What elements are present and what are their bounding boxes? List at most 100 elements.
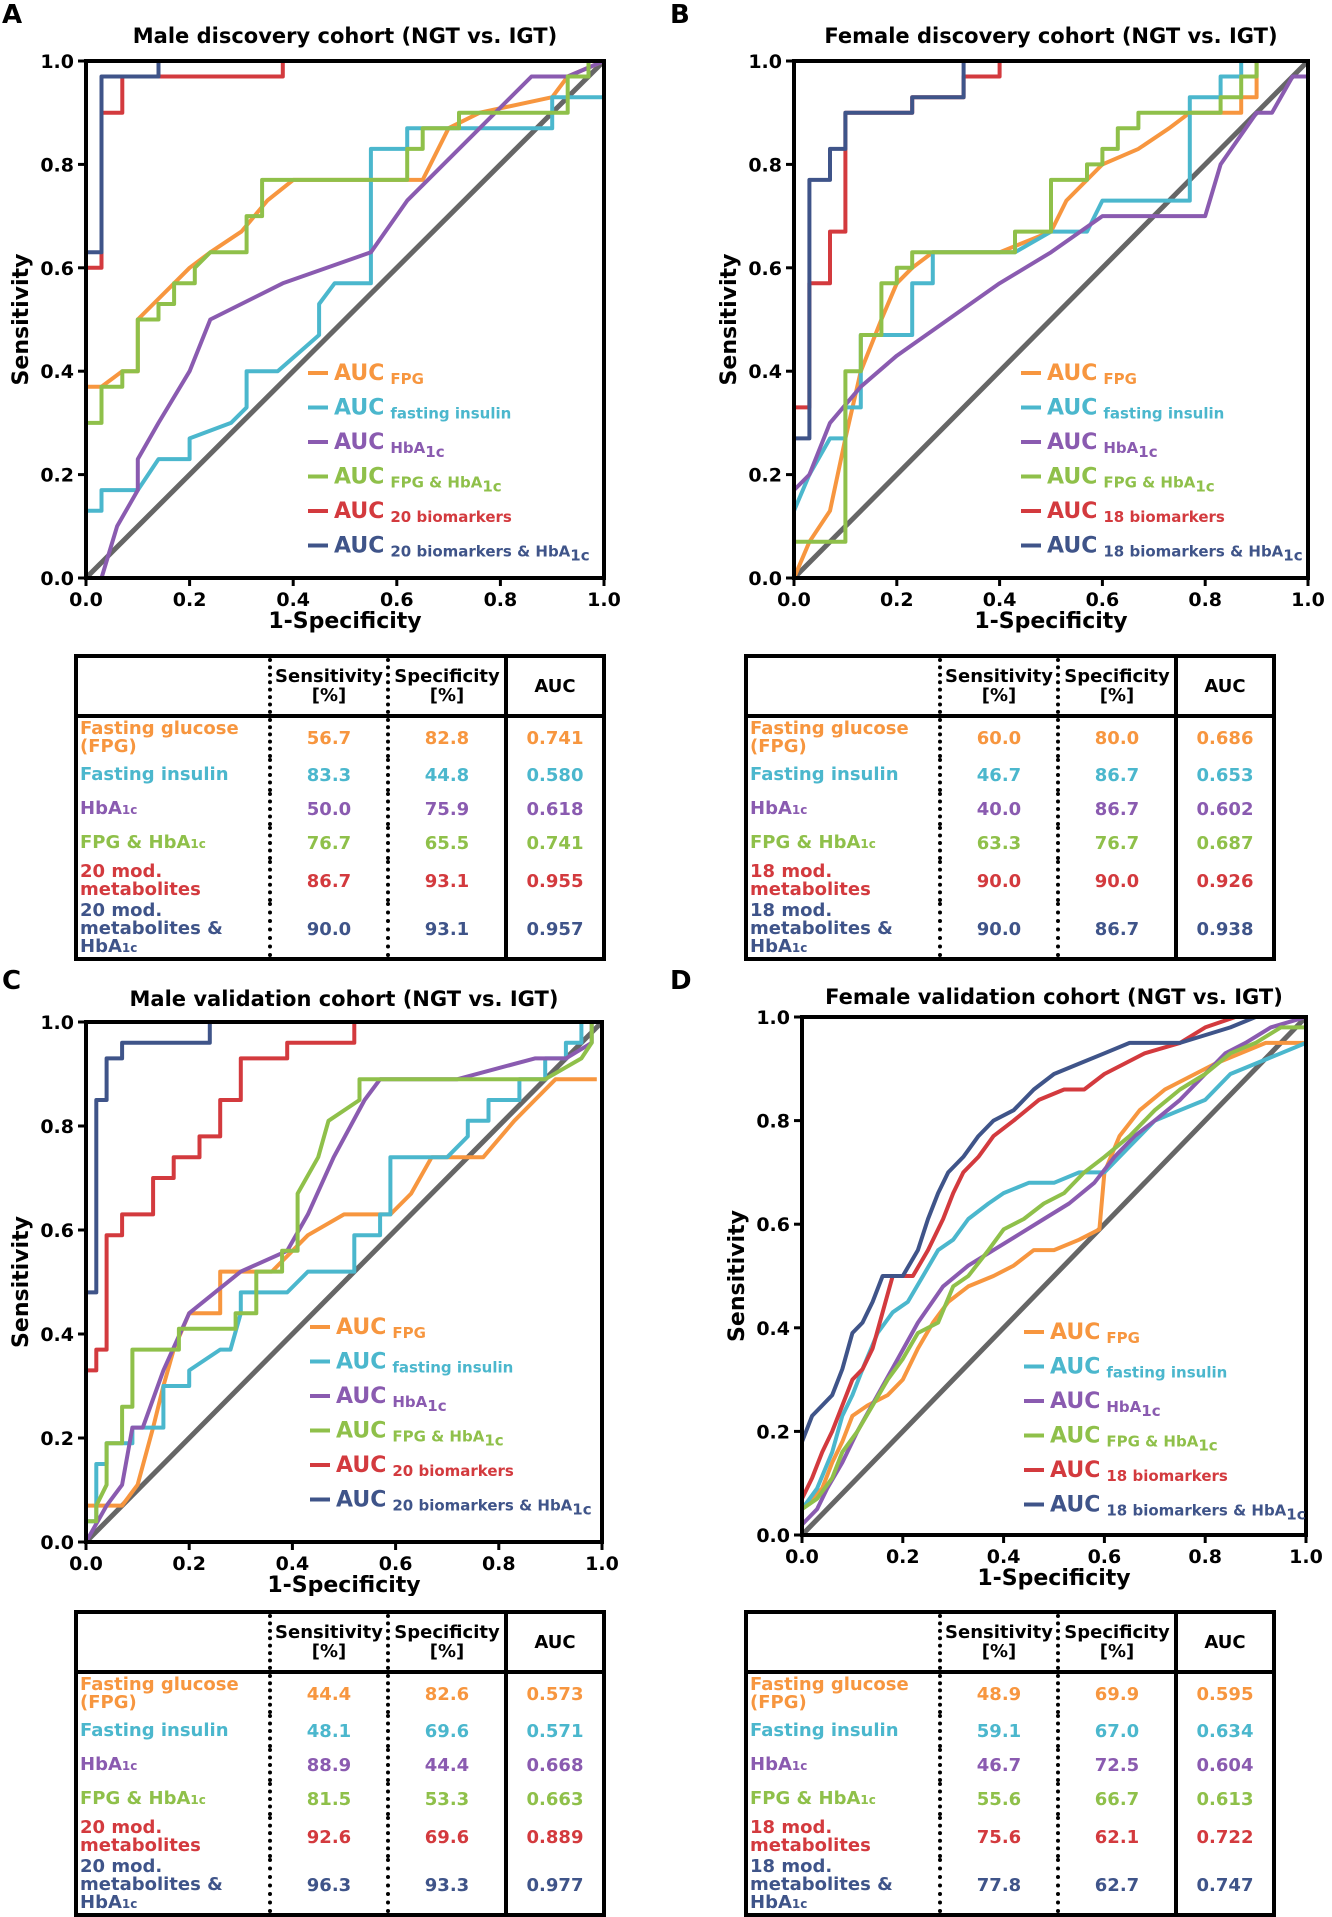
cell-spec: 72.5 — [1056, 1748, 1176, 1782]
row-label: 18 mod. metabolites & HbA1c — [750, 900, 893, 957]
cell-auc: 0.613 — [1174, 1782, 1274, 1816]
cell-sens: 77.8 — [938, 1858, 1058, 1915]
x-axis-label: 1-Specificity — [977, 1566, 1130, 1591]
table-header-cell: Sensitivity [%] — [268, 656, 388, 718]
y-tick-label: 1.0 — [40, 51, 74, 73]
legend-entry: AUC FPG — [336, 1315, 426, 1342]
cell-spec: 90.0 — [1056, 860, 1176, 902]
table-row: 18 mod. metabolites & HbA1c 77.8 62.7 0.747 — [746, 1858, 1274, 1915]
table-row: FPG & HbA1c 81.5 53.3 0.663 — [76, 1782, 604, 1816]
cell-spec: 93.1 — [386, 860, 506, 902]
row-label: 20 mod. metabolites & HbA1c — [80, 1856, 223, 1913]
cell-spec: 65.5 — [386, 826, 506, 860]
roc-curve-bio_hba1c — [800, 1015, 1257, 1443]
x-tick-label: 0.0 — [69, 1553, 103, 1575]
legend-entry: AUC 18 biomarkers & HbA1c — [1047, 534, 1303, 565]
legend-entry: AUC FPG — [1050, 1320, 1140, 1347]
table-row: Fasting insulin 59.1 67.0 0.634 — [746, 1714, 1274, 1748]
cell-auc: 0.571 — [504, 1714, 604, 1748]
cell-spec: 62.7 — [1056, 1858, 1176, 1915]
x-tick-label: 0.8 — [1188, 589, 1222, 611]
row-label: Fasting insulin — [750, 764, 899, 785]
reference-diagonal — [84, 59, 606, 580]
y-tick-label: 0.0 — [40, 568, 74, 590]
cell-sens: 81.5 — [268, 1782, 388, 1816]
cell-spec: 44.8 — [386, 758, 506, 792]
legend-entry: AUC 20 biomarkers — [336, 1453, 514, 1480]
panel-letter: B — [670, 0, 690, 30]
cell-sens: 46.7 — [938, 1748, 1058, 1782]
x-tick-label: 0.2 — [886, 1546, 920, 1568]
legend-entry: AUC HbA1c — [1047, 430, 1158, 461]
y-tick-label: 1.0 — [748, 51, 782, 73]
table-header-cell: AUC — [504, 656, 604, 718]
row-label: HbA1c — [80, 797, 138, 819]
panel-d: D Female validation cohort (NGT vs. IGT) 0… — [666, 956, 1332, 1917]
row-label: Fasting glucose (FPG) — [750, 718, 909, 757]
x-tick-label: 0.6 — [1086, 589, 1120, 611]
legend-entry: AUC HbA1c — [336, 1384, 447, 1415]
legend-entry: AUC 20 biomarkers — [334, 499, 512, 526]
cell-auc: 0.747 — [1174, 1858, 1274, 1915]
stats-table: Sensitivity [%] Specificity [%] AUC Fasting… — [74, 654, 606, 961]
cell-auc: 0.741 — [504, 716, 604, 758]
row-label: FPG & HbA1c — [750, 1787, 876, 1809]
legend-entry: AUC FPG — [1047, 361, 1137, 388]
cell-spec: 44.4 — [386, 1748, 506, 1782]
table-row: 20 mod. metabolites & HbA1c 90.0 93.1 0.957 — [76, 902, 604, 959]
y-tick-label: 0.6 — [748, 258, 782, 280]
row-label: FPG & HbA1c — [80, 1787, 206, 1809]
table-header-cell — [746, 1612, 940, 1674]
y-tick-label: 0.2 — [756, 1421, 790, 1443]
cell-auc: 0.722 — [1174, 1816, 1274, 1858]
row-label: Fasting insulin — [750, 1720, 899, 1741]
panel-a: A Male discovery cohort (NGT vs. IGT) 0.0 0… — [0, 0, 666, 961]
cell-spec: 82.6 — [386, 1672, 506, 1714]
roc-chart: Male discovery cohort (NGT vs. IGT)0.0 0.… — [9, 24, 621, 634]
y-tick-label: 1.0 — [756, 1007, 790, 1029]
roc-curve-hba1c — [792, 74, 1308, 492]
cell-auc: 0.602 — [1174, 792, 1274, 826]
x-tick-label: 1.0 — [1289, 1546, 1323, 1568]
table-header-row: Sensitivity [%] Specificity [%] AUC — [746, 656, 1274, 718]
table-row: 18 mod. metabolites 75.6 62.1 0.722 — [746, 1816, 1274, 1858]
cell-spec: 62.1 — [1056, 1816, 1176, 1858]
cell-sens: 96.3 — [268, 1858, 388, 1915]
table-header-cell — [76, 1612, 270, 1674]
cell-spec: 76.7 — [1056, 826, 1176, 860]
cell-auc: 0.687 — [1174, 826, 1274, 860]
row-label: HbA1c — [750, 1753, 808, 1775]
cell-sens: 63.3 — [938, 826, 1058, 860]
x-axis-label: 1-Specificity — [268, 609, 421, 634]
y-tick-label: 0.2 — [40, 465, 74, 487]
cell-auc: 0.977 — [504, 1858, 604, 1915]
legend-entry: AUC FPG & HbA1c — [1047, 465, 1215, 496]
table-header-cell: Sensitivity [%] — [268, 1612, 388, 1674]
cell-sens: 90.0 — [938, 902, 1058, 959]
table-row: Fasting insulin 83.3 44.8 0.580 — [76, 758, 604, 792]
reference-diagonal — [84, 1020, 604, 1544]
legend-entry: AUC fasting insulin — [1047, 396, 1224, 423]
y-tick-label: 0.2 — [40, 1428, 74, 1450]
row-label: Fasting glucose (FPG) — [80, 1674, 239, 1713]
x-tick-label: 0.2 — [173, 589, 207, 611]
y-tick-label: 0.0 — [748, 568, 782, 590]
cell-auc: 0.573 — [504, 1672, 604, 1714]
y-axis-label: Sensitivity — [9, 1216, 34, 1348]
x-tick-label: 0.0 — [777, 589, 811, 611]
legend-entry: AUC HbA1c — [334, 430, 445, 461]
roc-curve-bio — [86, 1022, 357, 1373]
y-axis-label: Sensitivity — [9, 254, 34, 386]
row-label: HbA1c — [80, 1753, 138, 1775]
panel-letter: D — [670, 966, 692, 996]
cell-spec: 86.7 — [1056, 792, 1176, 826]
cell-sens: 46.7 — [938, 758, 1058, 792]
cell-sens: 86.7 — [268, 860, 388, 902]
cell-spec: 69.6 — [386, 1714, 506, 1748]
cell-auc: 0.595 — [1174, 1672, 1274, 1714]
cell-spec: 67.0 — [1056, 1714, 1176, 1748]
cell-sens: 55.6 — [938, 1782, 1058, 1816]
cell-sens: 83.3 — [268, 758, 388, 792]
cell-spec: 69.9 — [1056, 1672, 1176, 1714]
table-header-row: Sensitivity [%] Specificity [%] AUC — [76, 656, 604, 718]
